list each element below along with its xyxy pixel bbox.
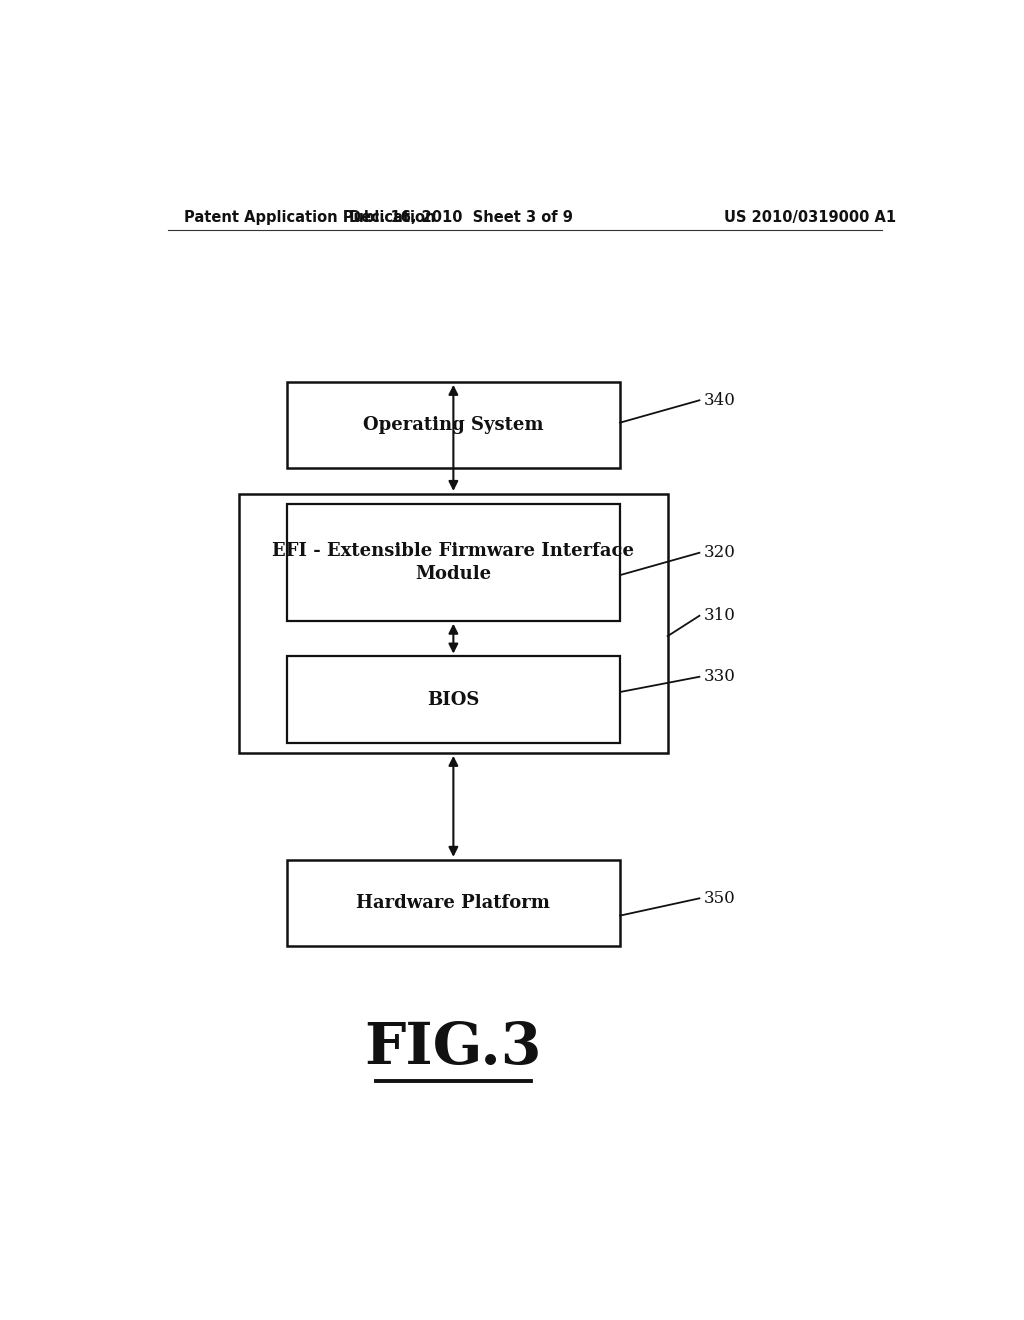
Text: FIG.3: FIG.3 — [365, 1020, 542, 1076]
Text: Patent Application Publication: Patent Application Publication — [183, 210, 435, 224]
Text: Hardware Platform: Hardware Platform — [356, 894, 550, 912]
Bar — [287, 381, 621, 469]
Bar — [287, 859, 621, 946]
Text: 330: 330 — [703, 668, 735, 685]
Text: Dec. 16, 2010  Sheet 3 of 9: Dec. 16, 2010 Sheet 3 of 9 — [349, 210, 573, 224]
Text: EFI - Extensible Firmware Interface
Module: EFI - Extensible Firmware Interface Modu… — [272, 541, 635, 583]
Text: 320: 320 — [703, 544, 735, 561]
Bar — [287, 656, 621, 743]
Text: 310: 310 — [703, 607, 735, 624]
Text: 350: 350 — [703, 890, 735, 907]
Bar — [240, 494, 668, 752]
Bar — [287, 504, 621, 620]
Text: Operating System: Operating System — [364, 416, 544, 434]
Text: 340: 340 — [703, 392, 735, 409]
Text: US 2010/0319000 A1: US 2010/0319000 A1 — [724, 210, 897, 224]
Text: BIOS: BIOS — [427, 690, 479, 709]
